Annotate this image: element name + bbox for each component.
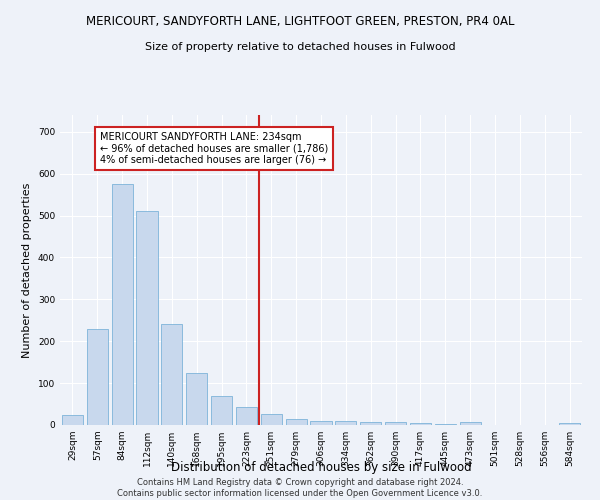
Y-axis label: Number of detached properties: Number of detached properties	[22, 182, 32, 358]
Text: MERICOURT SANDYFORTH LANE: 234sqm
← 96% of detached houses are smaller (1,786)
4: MERICOURT SANDYFORTH LANE: 234sqm ← 96% …	[100, 132, 328, 165]
Bar	[62, 414, 83, 425]
Bar	[112, 184, 133, 425]
Bar	[410, 423, 431, 425]
Bar	[286, 418, 307, 425]
Bar	[435, 424, 456, 425]
Text: Distribution of detached houses by size in Fulwood: Distribution of detached houses by size …	[170, 461, 472, 474]
Text: Size of property relative to detached houses in Fulwood: Size of property relative to detached ho…	[145, 42, 455, 52]
Bar	[261, 414, 282, 425]
Bar	[161, 324, 182, 425]
Bar	[335, 421, 356, 425]
Bar	[360, 422, 381, 425]
Bar	[460, 422, 481, 425]
Bar	[87, 328, 108, 425]
Bar	[236, 408, 257, 425]
Text: MERICOURT, SANDYFORTH LANE, LIGHTFOOT GREEN, PRESTON, PR4 0AL: MERICOURT, SANDYFORTH LANE, LIGHTFOOT GR…	[86, 15, 514, 28]
Bar	[186, 372, 207, 425]
Text: Contains HM Land Registry data © Crown copyright and database right 2024.
Contai: Contains HM Land Registry data © Crown c…	[118, 478, 482, 498]
Bar	[385, 422, 406, 425]
Bar	[136, 212, 158, 425]
Bar	[211, 396, 232, 425]
Bar	[310, 421, 332, 425]
Bar	[559, 423, 580, 425]
